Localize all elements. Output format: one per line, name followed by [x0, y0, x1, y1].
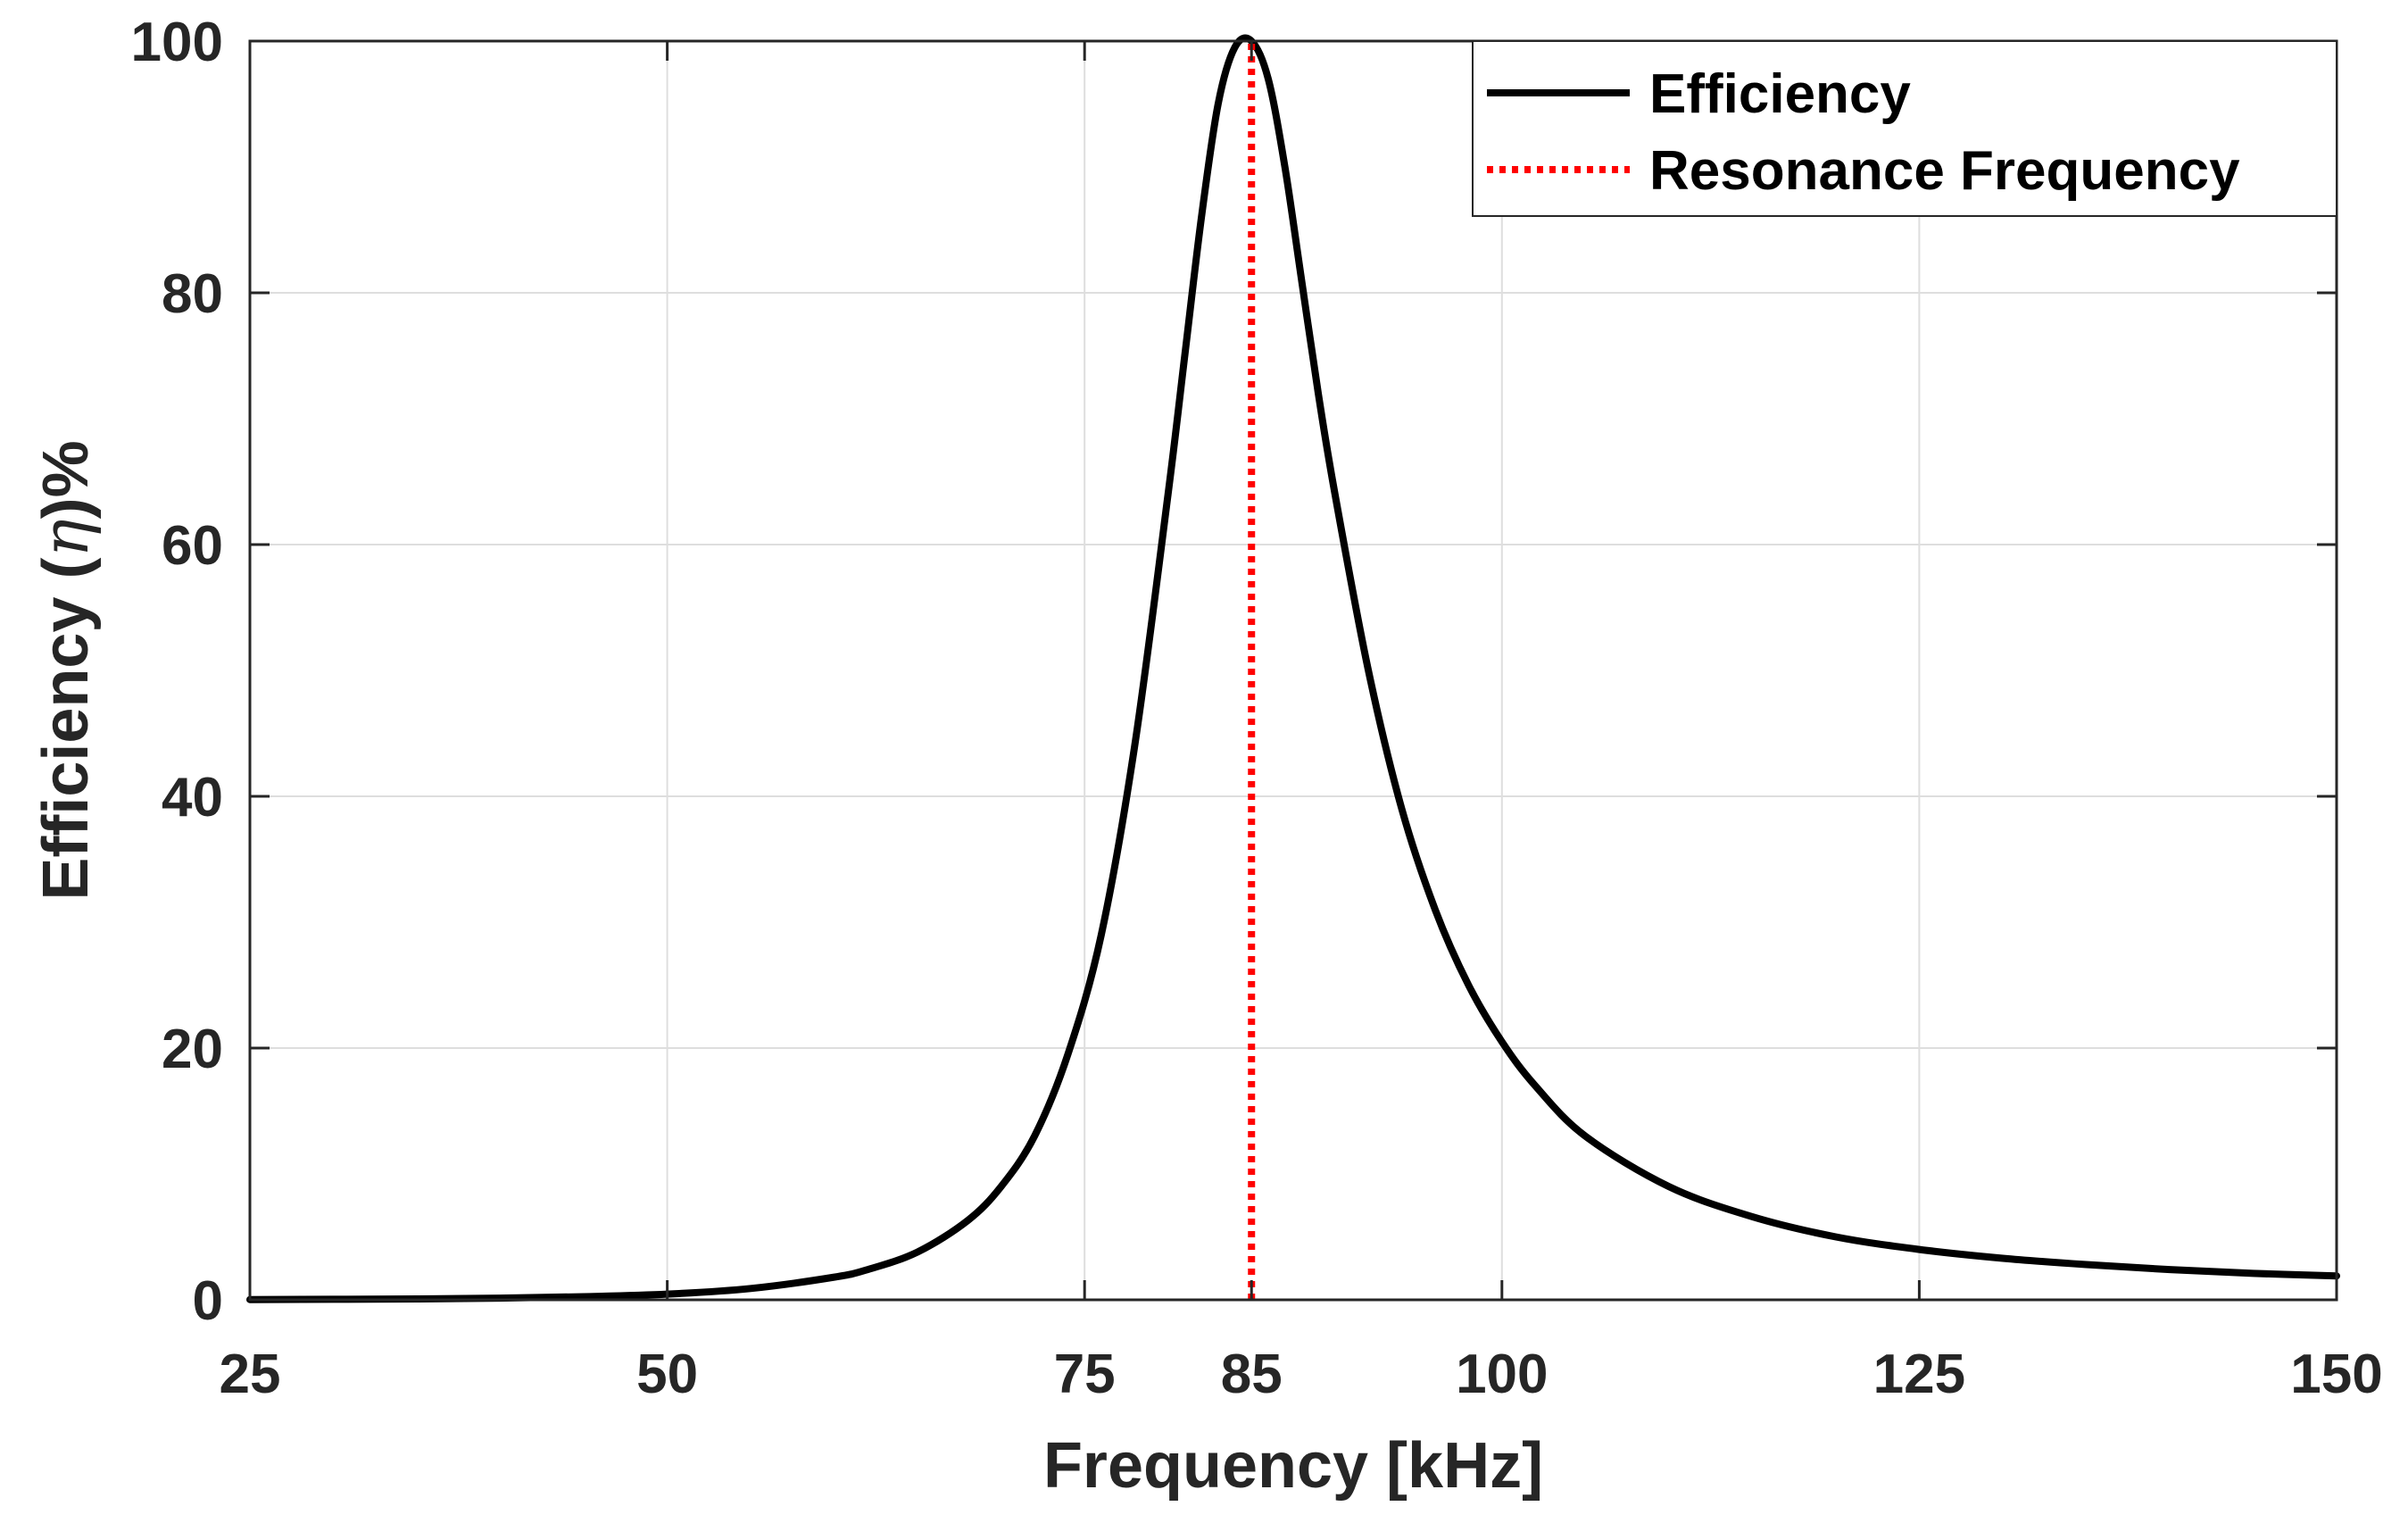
x-tick-label: 50: [636, 1344, 698, 1405]
legend: Efficiency Resonance Frequency: [1472, 40, 2337, 217]
x-tick-label: 100: [1456, 1344, 1548, 1405]
y-axis-label-prefix: Efficiency (: [30, 557, 102, 900]
x-tick-labels: 25 50 75 85 100 125 150: [220, 1344, 2383, 1405]
y-tick-label: 60: [162, 515, 223, 577]
y-tick-label: 0: [193, 1270, 223, 1332]
plot-background: [250, 41, 2337, 1300]
y-axis-label: Efficiency (η)%: [28, 440, 103, 900]
y-axis-label-suffix: )%: [30, 440, 102, 519]
y-tick-label: 100: [131, 12, 223, 73]
y-tick-label: 20: [162, 1019, 223, 1080]
x-tick-label: 85: [1221, 1344, 1283, 1405]
y-axis-label-symbol: η: [28, 519, 103, 557]
x-tick-label: 75: [1054, 1344, 1116, 1405]
legend-box: [1472, 40, 2337, 217]
grid: [250, 41, 2337, 1300]
y-tick-label: 40: [162, 767, 223, 828]
svg-text:Efficiency (η)%: Efficiency (η)%: [28, 440, 103, 900]
plot-frame: [248, 39, 2338, 1302]
legend-efficiency-label: Efficiency: [1649, 63, 1911, 125]
x-tick-label: 25: [220, 1344, 281, 1405]
x-tick-label: 150: [2290, 1344, 2382, 1405]
y-tick-label: 80: [162, 263, 223, 325]
x-tick-label: 125: [1873, 1344, 1965, 1405]
y-tick-labels: 0 20 40 60 80 100: [131, 12, 223, 1332]
legend-resonance-label: Resonance Frequency: [1649, 140, 2240, 202]
x-axis-label: Frequency [kHz]: [1043, 1430, 1543, 1502]
